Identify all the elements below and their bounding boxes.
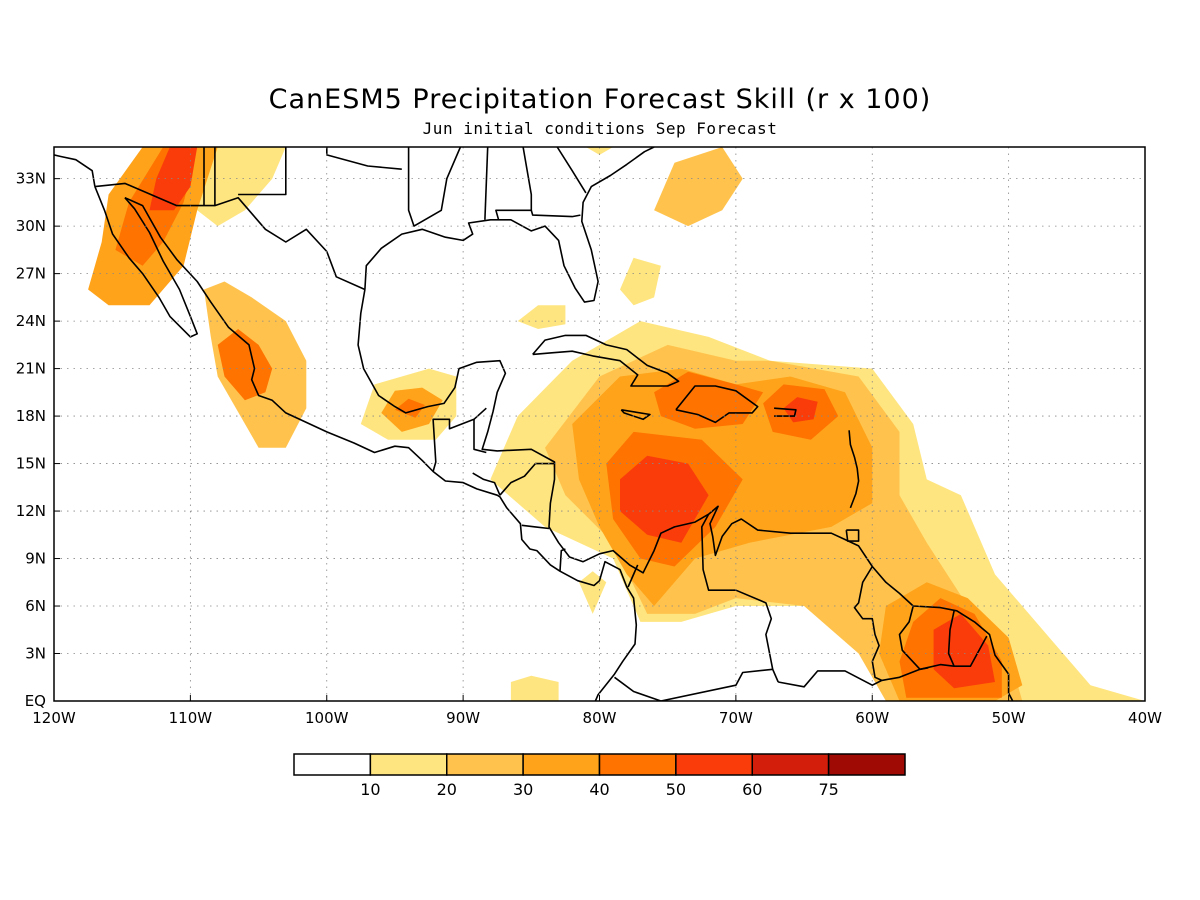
y-tick-label: 30N [16,217,46,235]
chart-title: CanESM5 Precipitation Forecast Skill (r … [268,84,932,115]
colorbar-label: 75 [818,780,838,799]
skill-region-bahamas [620,257,661,306]
outline-us-state-ga-sc [556,147,587,194]
colorbar-label: 60 [742,780,762,799]
outline-border-costarica-panama [559,548,566,572]
outline-mexico-pacific-coast [124,196,638,701]
outline-border-panama-colombia [627,564,639,588]
y-tick-label: EQ [25,692,46,710]
colorbar-swatch [827,753,906,776]
chart-subtitle: Jun initial conditions Sep Forecast [422,119,778,138]
outline-border-us-mexico [94,182,366,291]
colorbar-label: 50 [666,780,686,799]
colorbar-label: 20 [437,780,457,799]
outline-lesser-antilles [848,430,860,509]
colorbar-label: 30 [513,780,533,799]
x-tick-label: 80W [583,709,617,727]
y-tick-label: 9N [25,550,46,568]
y-tick-label: 33N [16,170,46,188]
colorbar-swatch [369,753,448,776]
x-tick-label: 110W [169,709,213,727]
outline-border-brazil-north [778,635,988,688]
colorbar: 10 20 30 40 50 60 75 [293,753,906,799]
outline-border-suriname-guiana [947,610,955,667]
skill-region-colombia-basin-core [620,455,709,543]
colorbar-swatch [598,753,677,776]
colorbar-label: 10 [360,780,380,799]
outline-border-belize-yucatan [473,407,487,420]
outline-border-nicaragua-costarica [521,524,550,530]
colorbar-swatch [675,753,753,776]
skill-field [88,147,1145,701]
outline-us-state-tx-nm [238,147,287,196]
x-tick-label: 90W [446,709,480,727]
x-tick-label: 100W [305,709,349,727]
x-tick-label: 50W [992,709,1026,727]
colorbar-label: 40 [589,780,609,799]
y-axis: EQ 3N 6N 9N 12N 15N 18N 21N 24N 27N 30N 33N [16,170,60,710]
skill-region-gulf-of-mexico-north [585,147,614,155]
x-tick-label: 40W [1128,709,1162,727]
outline-us-state-ga-fl [530,210,581,218]
outline-north-america-coast [54,154,96,187]
gridlines [54,147,1145,701]
outline-border-venezuela-guyana [853,566,883,682]
outline-border-honduras-salvador [472,472,501,496]
outline-us-state-ms-al [484,147,489,220]
y-tick-label: 27N [16,265,46,283]
x-tick-label: 60W [855,709,889,727]
outline-trinidad [845,529,860,542]
colorbar-swatch [522,753,601,776]
y-tick-label: 15N [16,455,46,473]
skill-region-guianas-high [933,613,995,689]
outline-jamaica [620,409,651,421]
outline-us-state-ok-tx [325,147,402,170]
y-tick-label: 3N [25,645,46,663]
colorbar-swatch [446,753,524,776]
outline-border-colombia-south [614,668,773,701]
outline-us-gulf-coast [364,147,655,303]
outline-cuba [532,334,680,387]
skill-region-sonora-high [149,147,198,211]
skill-region-pacific-south [510,675,559,701]
skill-region-south-of-florida [517,305,566,329]
outline-us-state-la [407,147,462,227]
land-outlines [54,147,1014,701]
skill-region-west-atlantic-offshore [654,147,743,227]
outline-us-state-al-ga [495,147,533,221]
y-tick-label: 18N [16,407,46,425]
outline-puerto-rico-island [774,407,797,417]
outline-gulf-and-caribbean-coast [357,289,1014,701]
x-tick-label: 120W [32,709,76,727]
colorbar-swatch [751,753,830,776]
y-tick-label: 6N [25,597,46,615]
outline-hispaniola-island [675,385,759,424]
skill-region-west-mexico-core [217,329,273,401]
outline-border-guatemala [432,418,487,472]
y-tick-label: 21N [16,360,46,378]
y-tick-label: 24N [16,312,46,330]
colorbar-swatch [293,753,372,776]
x-axis: 120W 110W 100W 90W 80W 70W 60W 50W 40W [32,695,1162,727]
skill-region-bay-of-campeche-core [394,398,425,418]
skill-region-pacific-panama [579,571,607,614]
outline-border-colombia-venezuela [700,513,779,683]
y-tick-label: 12N [16,502,46,520]
x-tick-label: 70W [719,709,753,727]
